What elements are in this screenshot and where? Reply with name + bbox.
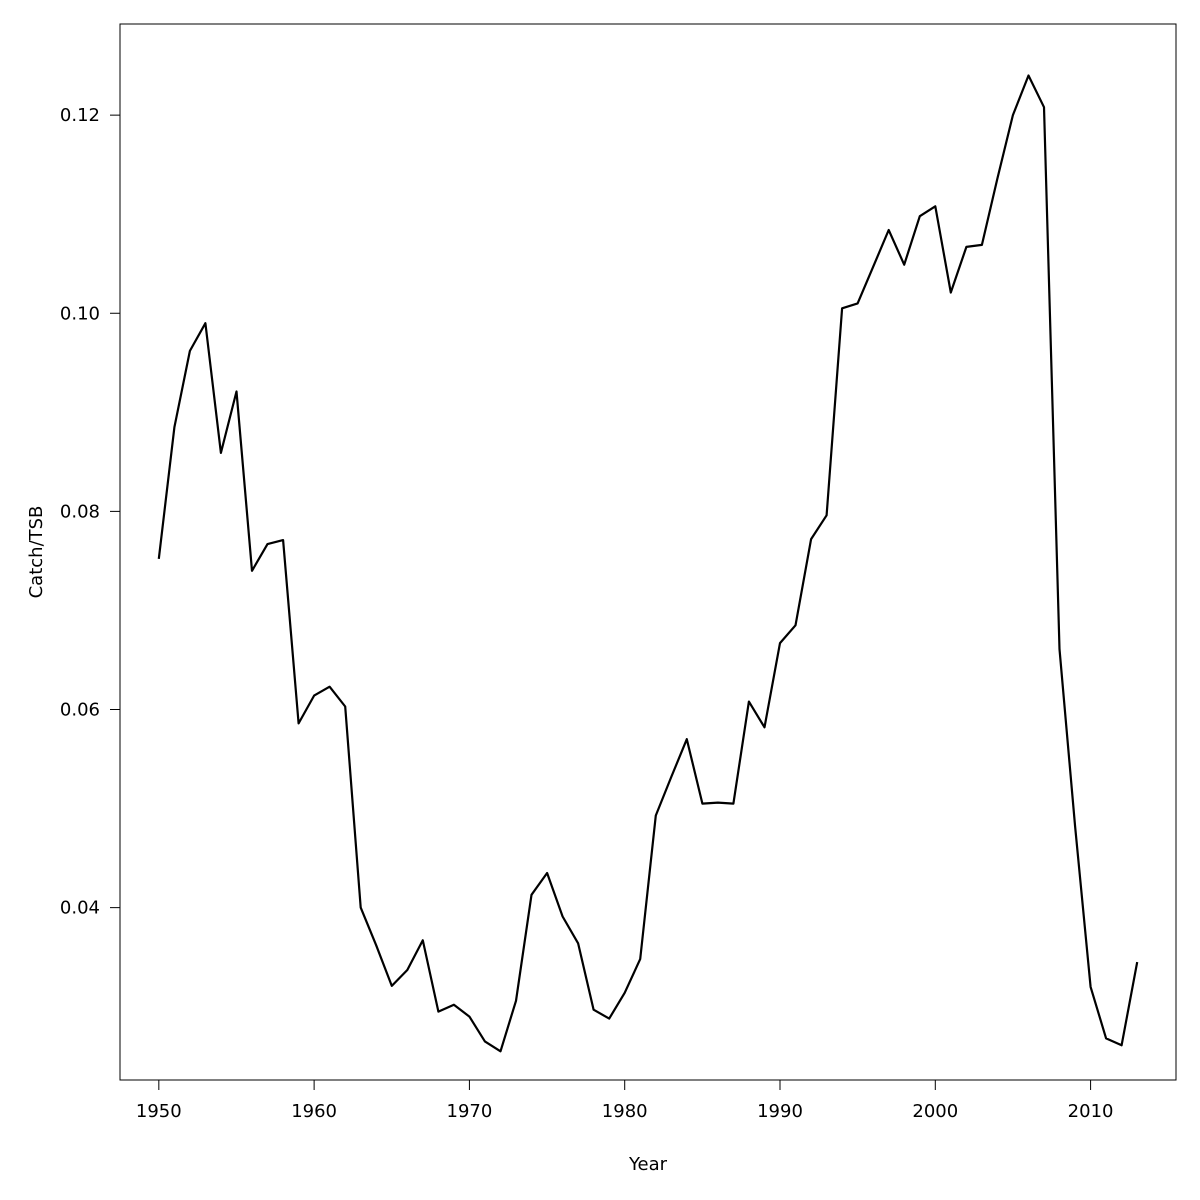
catch-tsb-series-line xyxy=(157,74,1139,1053)
y-tick-label: 0.04 xyxy=(60,898,100,919)
x-axis-label: Year xyxy=(628,1154,668,1175)
y-tick-label: 0.06 xyxy=(60,700,100,721)
x-tick-label: 1980 xyxy=(602,1101,648,1122)
x-tick-label: 1950 xyxy=(136,1101,182,1122)
x-axis: 1950 1960 1970 1980 1990 2000 2010 xyxy=(136,1080,1114,1122)
x-tick-label: 1990 xyxy=(757,1101,803,1122)
plot-area-frame xyxy=(119,23,1177,1081)
series-layer xyxy=(157,74,1139,1053)
x-tick-label: 1960 xyxy=(291,1101,337,1122)
x-tick-label: 2000 xyxy=(912,1101,958,1122)
y-axis: 0.04 0.06 0.08 0.10 0.12 xyxy=(60,105,120,919)
y-tick-label: 0.10 xyxy=(60,303,100,324)
y-axis-label: Catch/TSB xyxy=(26,506,47,599)
y-tick-label: 0.08 xyxy=(60,501,100,522)
x-tick-label: 1970 xyxy=(447,1101,493,1122)
y-tick-label: 0.12 xyxy=(60,105,100,126)
x-tick-label: 2010 xyxy=(1068,1101,1114,1122)
